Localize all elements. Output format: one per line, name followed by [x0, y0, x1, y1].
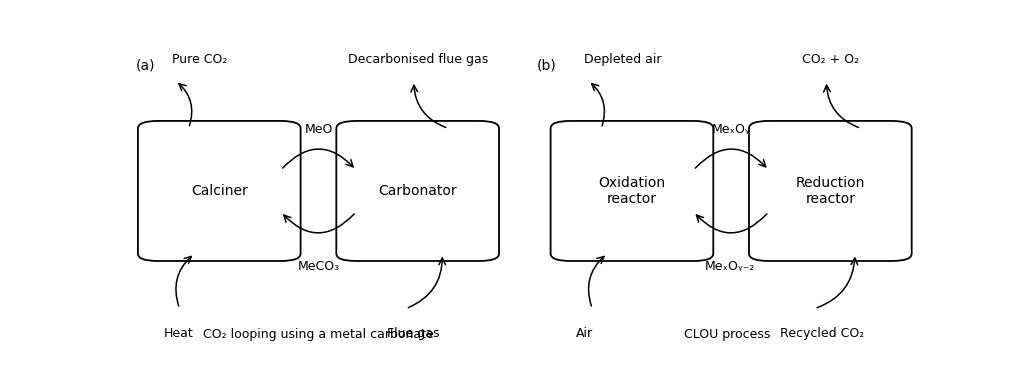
- Text: Flue gas: Flue gas: [387, 327, 440, 339]
- Text: MeₓOᵧ: MeₓOᵧ: [712, 123, 751, 136]
- Text: (a): (a): [136, 58, 156, 72]
- FancyBboxPatch shape: [336, 121, 499, 261]
- Text: MeₓOᵧ₋₂: MeₓOᵧ₋₂: [705, 260, 755, 272]
- Text: CO₂ + O₂: CO₂ + O₂: [802, 53, 859, 66]
- Text: Reduction
reactor: Reduction reactor: [796, 176, 865, 206]
- Text: Calciner: Calciner: [190, 184, 248, 198]
- Text: MeCO₃: MeCO₃: [297, 260, 340, 272]
- Text: (b): (b): [537, 58, 556, 72]
- Text: Air: Air: [577, 327, 594, 339]
- Text: Heat: Heat: [164, 327, 194, 339]
- Text: Carbonator: Carbonator: [378, 184, 457, 198]
- FancyBboxPatch shape: [138, 121, 301, 261]
- Text: Recycled CO₂: Recycled CO₂: [780, 327, 864, 339]
- Text: Decarbonised flue gas: Decarbonised flue gas: [347, 53, 487, 66]
- Text: CO₂ looping using a metal carbonate: CO₂ looping using a metal carbonate: [203, 329, 434, 341]
- Text: Pure CO₂: Pure CO₂: [172, 53, 227, 66]
- FancyBboxPatch shape: [551, 121, 714, 261]
- Text: MeO: MeO: [304, 123, 333, 136]
- Text: CLOU process: CLOU process: [684, 329, 770, 341]
- Text: Oxidation
reactor: Oxidation reactor: [598, 176, 666, 206]
- FancyBboxPatch shape: [749, 121, 911, 261]
- Text: Depleted air: Depleted air: [585, 53, 662, 66]
